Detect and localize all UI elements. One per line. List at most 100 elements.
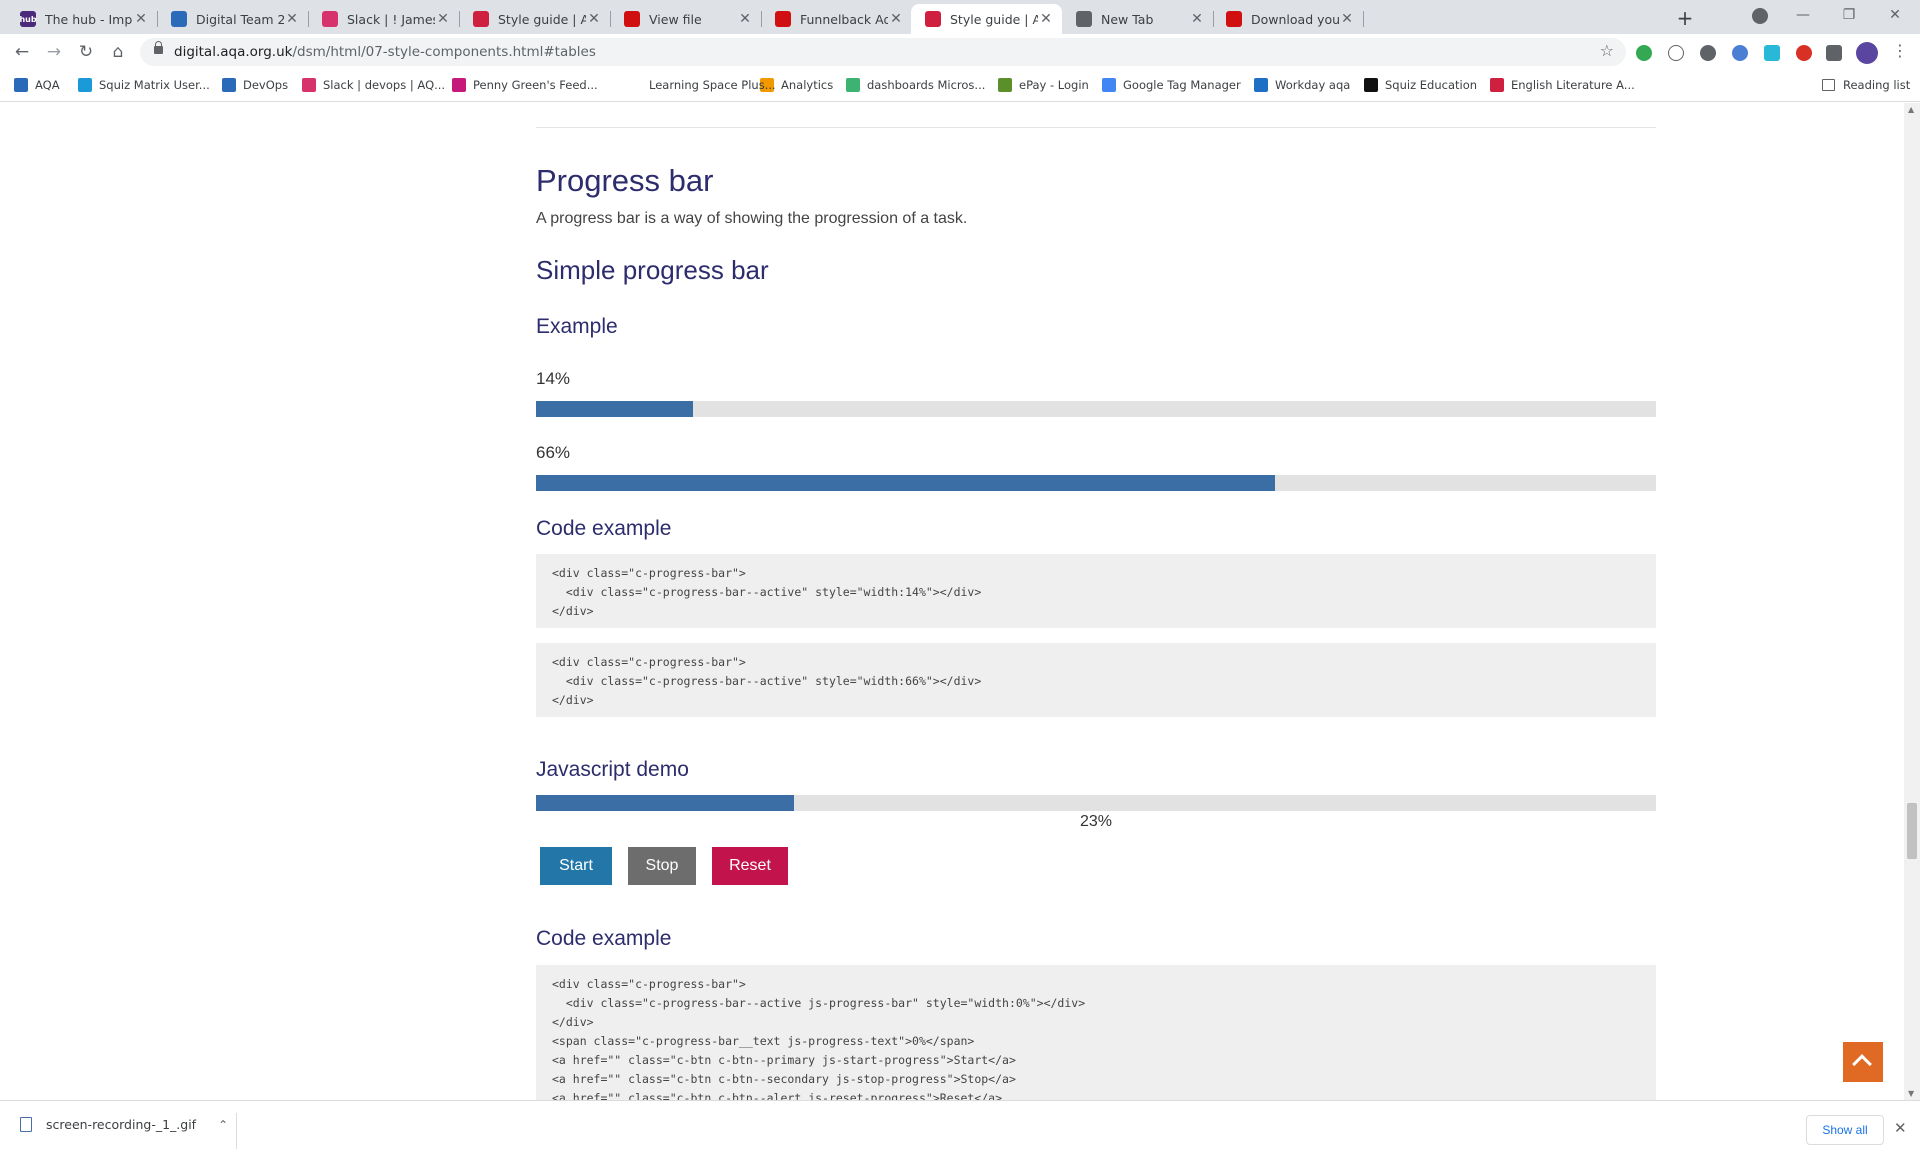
tab-title: Slack | ! James Stanwa [347, 11, 435, 27]
browser-tab[interactable]: New Tab ✕ [1062, 4, 1214, 34]
bookmark-label: Workday aqa [1275, 78, 1351, 92]
tab-close-icon[interactable]: ✕ [588, 11, 600, 27]
page-scrollbar[interactable]: ▲ ▼ [1904, 103, 1920, 1100]
browser-tab[interactable]: Digital Team 2021 SPR✕ [157, 4, 309, 34]
reading-list-icon [1822, 79, 1835, 91]
reset-button[interactable]: Reset [712, 847, 788, 885]
reload-icon[interactable]: ↻ [78, 42, 94, 62]
tab-separator [1213, 11, 1214, 27]
download-item[interactable]: screen-recording-_1_.gif ⌃ [20, 1117, 228, 1132]
tab-close-icon[interactable]: ✕ [135, 11, 147, 27]
js-progress-bar [536, 795, 1656, 811]
bookmark-item[interactable]: dashboards Micros... [846, 78, 985, 92]
progress-bar-2 [536, 475, 1656, 491]
tab-title: View file [649, 11, 702, 27]
url-text: digital.aqa.org.uk/dsm/html/07-style-com… [174, 44, 596, 60]
bookmark-star-icon[interactable]: ☆ [1599, 41, 1614, 60]
js-progress-text: 23% [1079, 813, 1113, 830]
profile-avatar[interactable] [1856, 42, 1878, 64]
bookmark-item[interactable]: Squiz Matrix User... [78, 78, 210, 92]
browser-menu-icon[interactable]: ⋮ [1892, 41, 1908, 60]
show-all-button[interactable]: Show all [1806, 1115, 1884, 1145]
bookmark-item[interactable]: Squiz Education [1364, 78, 1477, 92]
new-tab-button[interactable]: + [1676, 6, 1694, 30]
bookmark-favicon-icon [14, 78, 28, 92]
scroll-up-icon[interactable]: ▲ [1908, 105, 1915, 114]
forward-icon[interactable]: → [46, 42, 62, 62]
scroll-down-icon[interactable]: ▼ [1908, 1089, 1915, 1098]
bookmark-item[interactable]: Analytics [760, 78, 833, 92]
browser-tab[interactable]: Style guide | AQA Digi✕ [911, 4, 1062, 34]
extension-h-icon[interactable] [1668, 45, 1684, 61]
scrollbar-thumb[interactable] [1907, 803, 1917, 859]
tab-title: Funnelback Administr [800, 11, 888, 27]
bookmarks-bar: English Literature A... Squiz Education Wo… [0, 70, 1920, 102]
js-demo-heading: Javascript demo [536, 758, 689, 781]
chevron-up-icon[interactable]: ⌃ [218, 1117, 229, 1132]
tab-favicon-icon: hub [19, 11, 37, 27]
bookmark-item[interactable]: AQA [14, 78, 60, 92]
tab-close-icon[interactable]: ✕ [437, 11, 449, 27]
section-title: Simple progress bar [536, 255, 769, 285]
tab-title: Digital Team 2021 SPR [196, 11, 284, 27]
browser-toolbar: ← → ↻ ⌂ digital.aqa.org.uk/dsm/html/07-s… [0, 34, 1920, 70]
tab-separator [157, 11, 158, 27]
bookmark-item[interactable]: DevOps [222, 78, 288, 92]
bookmark-favicon-icon [1490, 78, 1504, 92]
code-block-1: <div class="c-progress-bar"> <div class=… [536, 554, 1656, 628]
tab-close-icon[interactable]: ✕ [286, 11, 298, 27]
address-bar[interactable]: digital.aqa.org.uk/dsm/html/07-style-com… [140, 38, 1626, 66]
bookmark-item[interactable]: ePay - Login [998, 78, 1089, 92]
extensions-puzzle-icon[interactable] [1826, 45, 1842, 61]
code-example-heading: Code example [536, 517, 672, 540]
progress-label-1: 14% [536, 369, 571, 388]
tab-search-icon[interactable] [1752, 8, 1768, 24]
reading-list-button[interactable]: Reading list [1822, 78, 1910, 92]
tab-title: Download your file -- [1251, 11, 1339, 27]
browser-tab[interactable]: Funnelback Administr✕ [761, 4, 912, 34]
minimize-icon[interactable]: — [1796, 7, 1810, 23]
tab-title: The hub - Important N [45, 11, 133, 27]
browser-tab[interactable]: Download your file --✕ [1212, 4, 1364, 34]
close-icon[interactable]: ✕ [1894, 1119, 1907, 1137]
stop-button[interactable]: Stop [628, 847, 696, 885]
close-window-icon[interactable]: ✕ [1889, 7, 1901, 23]
browser-tab[interactable]: Slack | ! James Stanwa✕ [308, 4, 460, 34]
bookmark-label: Learning Space Plus... [649, 78, 776, 92]
browser-tab[interactable]: hub The hub - Important N✕ [6, 4, 158, 34]
page-content: Progress bar A progress bar is a way of … [0, 103, 1904, 1100]
tab-favicon-icon [322, 11, 338, 27]
bookmark-item[interactable]: Penny Green's Feed... [452, 78, 598, 92]
bookmark-favicon-icon [846, 78, 860, 92]
back-to-top-button[interactable] [1843, 1042, 1883, 1082]
extension-red-icon[interactable] [1796, 45, 1812, 61]
restore-icon[interactable]: ❐ [1842, 7, 1856, 23]
browser-tab[interactable]: Style guide | AQA Digi✕ [459, 4, 611, 34]
example-heading: Example [536, 315, 618, 338]
extension-icon[interactable] [1636, 45, 1652, 61]
extension-tag-icon[interactable] [1732, 45, 1748, 61]
tab-close-icon[interactable]: ✕ [1040, 11, 1052, 27]
bookmark-item[interactable]: Learning Space Plus... [628, 78, 776, 92]
bookmark-label: Analytics [781, 78, 834, 92]
wordpress-icon[interactable] [1700, 45, 1716, 61]
bookmark-item[interactable]: Workday aqa [1254, 78, 1350, 92]
tab-close-icon[interactable]: ✕ [890, 11, 902, 27]
bookmark-label: ePay - Login [1019, 78, 1089, 92]
home-icon[interactable]: ⌂ [112, 42, 124, 62]
bookmark-label: Squiz Matrix User... [99, 78, 210, 92]
js-progress-bar-fill [536, 795, 794, 811]
tab-close-icon[interactable]: ✕ [1341, 11, 1353, 27]
tab-favicon-icon [775, 11, 791, 27]
start-button[interactable]: Start [540, 847, 612, 885]
tab-close-icon[interactable]: ✕ [739, 11, 751, 27]
bookmark-item[interactable]: Google Tag Manager [1102, 78, 1241, 92]
extension-square-icon[interactable] [1764, 45, 1780, 61]
browser-tab[interactable]: View file ✕ [610, 4, 762, 34]
tab-favicon-icon [1076, 11, 1092, 27]
back-icon[interactable]: ← [14, 42, 30, 62]
bookmark-item[interactable]: English Literature A... [1490, 78, 1635, 92]
bookmark-item[interactable]: Slack | devops | AQ... [302, 78, 445, 92]
tab-close-icon[interactable]: ✕ [1191, 11, 1203, 27]
file-icon [20, 1117, 32, 1132]
